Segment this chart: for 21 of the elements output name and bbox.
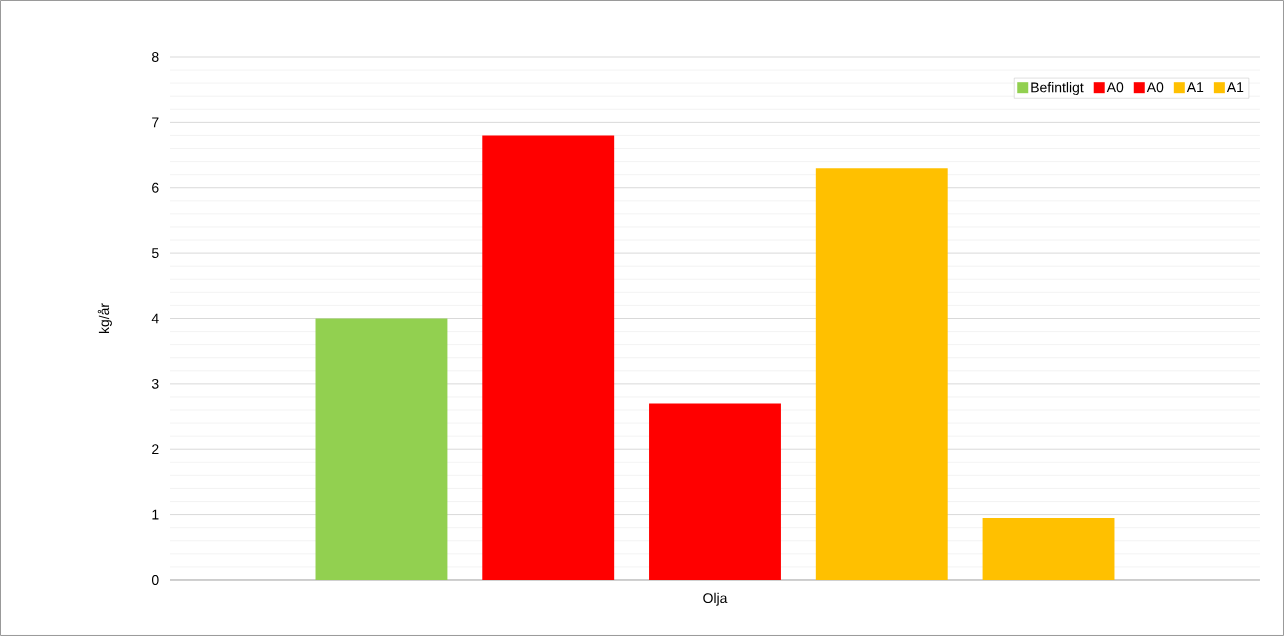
bar [815,168,948,580]
legend-label: A1 [1186,82,1204,92]
y-tick-label: 7 [152,117,159,128]
bar [315,318,448,580]
legend-label: A0 [1106,82,1124,93]
y-tick-label: 1 [152,509,159,520]
y-tick-label: 8 [152,52,159,62]
y-axis-title: kg/år [97,303,112,334]
bar [982,517,1115,580]
x-tick-label: Olja [703,592,728,606]
y-tick-label: 2 [152,444,159,455]
legend-label: A0 [1146,82,1164,93]
y-tick-label: 4 [151,313,159,324]
bar [649,403,781,580]
y-tick-label: 3 [151,378,159,389]
y-tick-label: 5 [151,248,159,258]
bar [482,135,615,580]
y-tick-label: 0 [151,575,159,585]
y-tick-label: 6 [152,182,159,193]
legend-label: Befintligt [1031,82,1084,96]
legend-label: A1 [1226,82,1244,92]
